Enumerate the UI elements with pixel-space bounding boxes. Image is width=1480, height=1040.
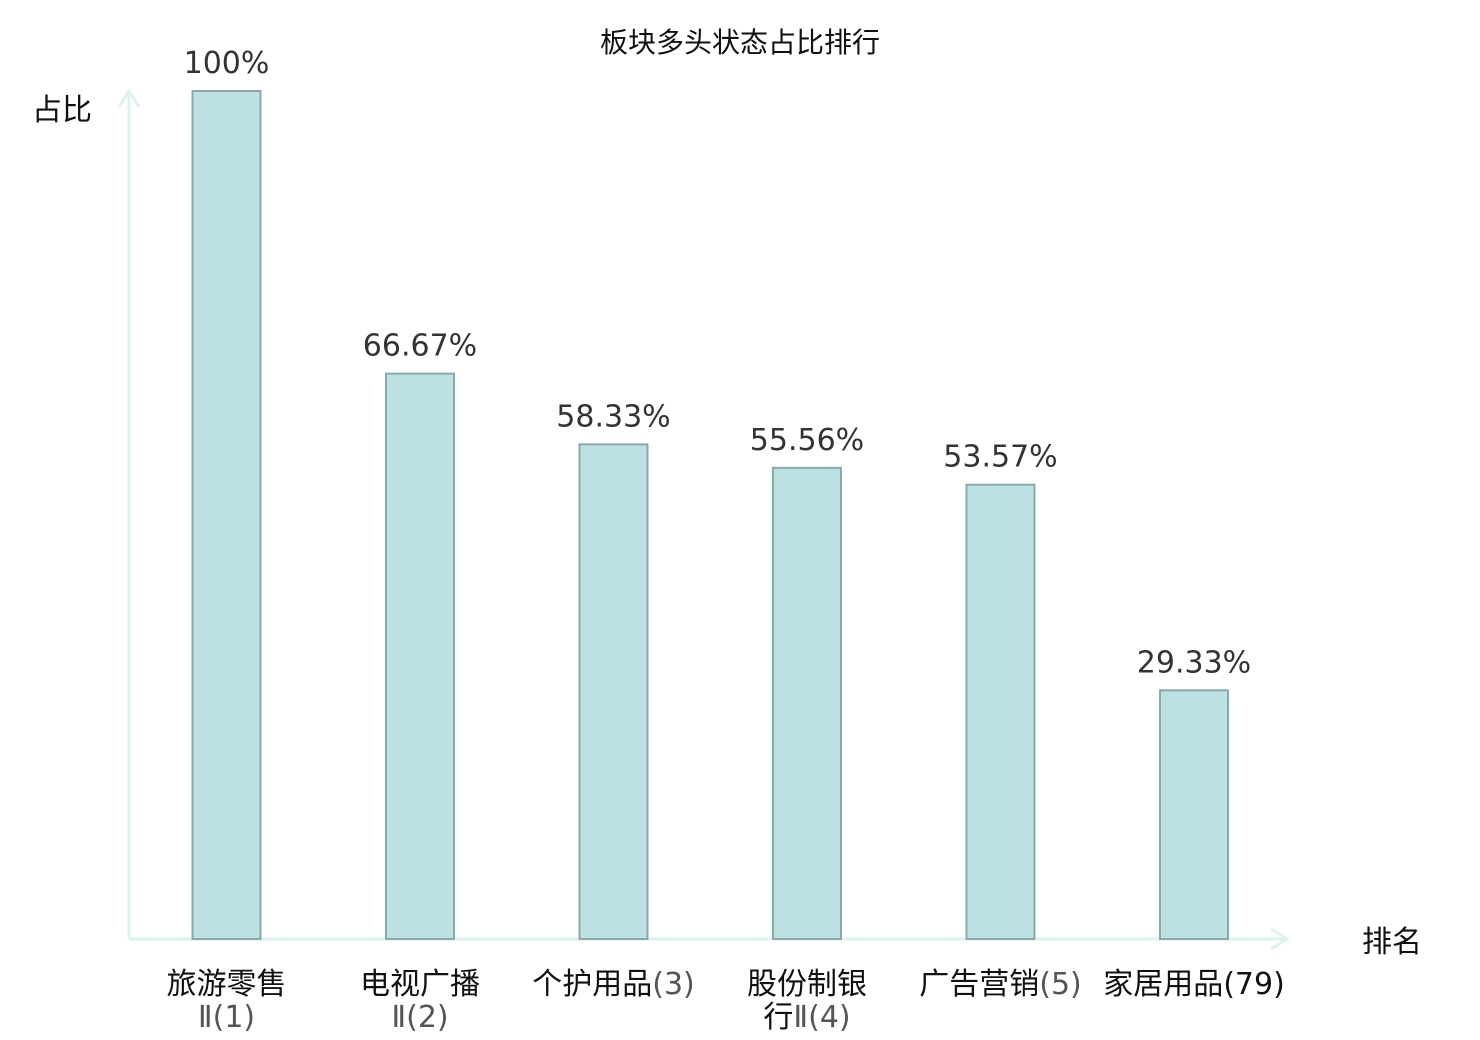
x-axis-arrow [1270,927,1290,951]
category-label-6: 家居用品(79) [1103,967,1285,1002]
value-labels: 100% 66.67% 58.33% 55.56% 53.57% 29.33% [184,46,1252,680]
category-label-1-line-1: 旅游零售 [167,967,287,1002]
value-label-3: 58.33% [556,399,670,434]
bar-1 [191,90,262,940]
value-label-1: 100% [184,46,270,81]
bar-2 [385,372,455,940]
bars [191,90,1229,941]
value-label-6: 29.33% [1137,645,1251,680]
bar-6 [1159,689,1229,941]
category-label-3: 个护用品(3) [532,967,695,1002]
chart-title: 板块多头状态占比排行 [600,26,880,59]
category-label-4-line-1: 股份制银 [747,967,867,1002]
value-label-5: 53.57% [943,440,1057,475]
category-label-2-line-2: Ⅱ(2) [391,1000,448,1035]
value-label-2: 66.67% [363,329,477,364]
x-axis-label: 排名 [1362,925,1422,960]
y-axis-arrow [117,88,141,108]
y-axis-label: 占比 [32,93,92,128]
category-label-2-line-1: 电视广播 [360,967,480,1002]
bar-5 [965,483,1036,940]
category-label-4-line-2: 行Ⅱ(4) [763,1000,850,1035]
category-label-1-line-2: Ⅱ(1) [198,1000,255,1035]
value-label-4: 55.56% [750,423,864,458]
bar-4 [772,466,842,940]
axes [117,88,1290,951]
bar-3 [578,443,649,940]
category-label-5: 广告营销(5) [919,967,1082,1002]
